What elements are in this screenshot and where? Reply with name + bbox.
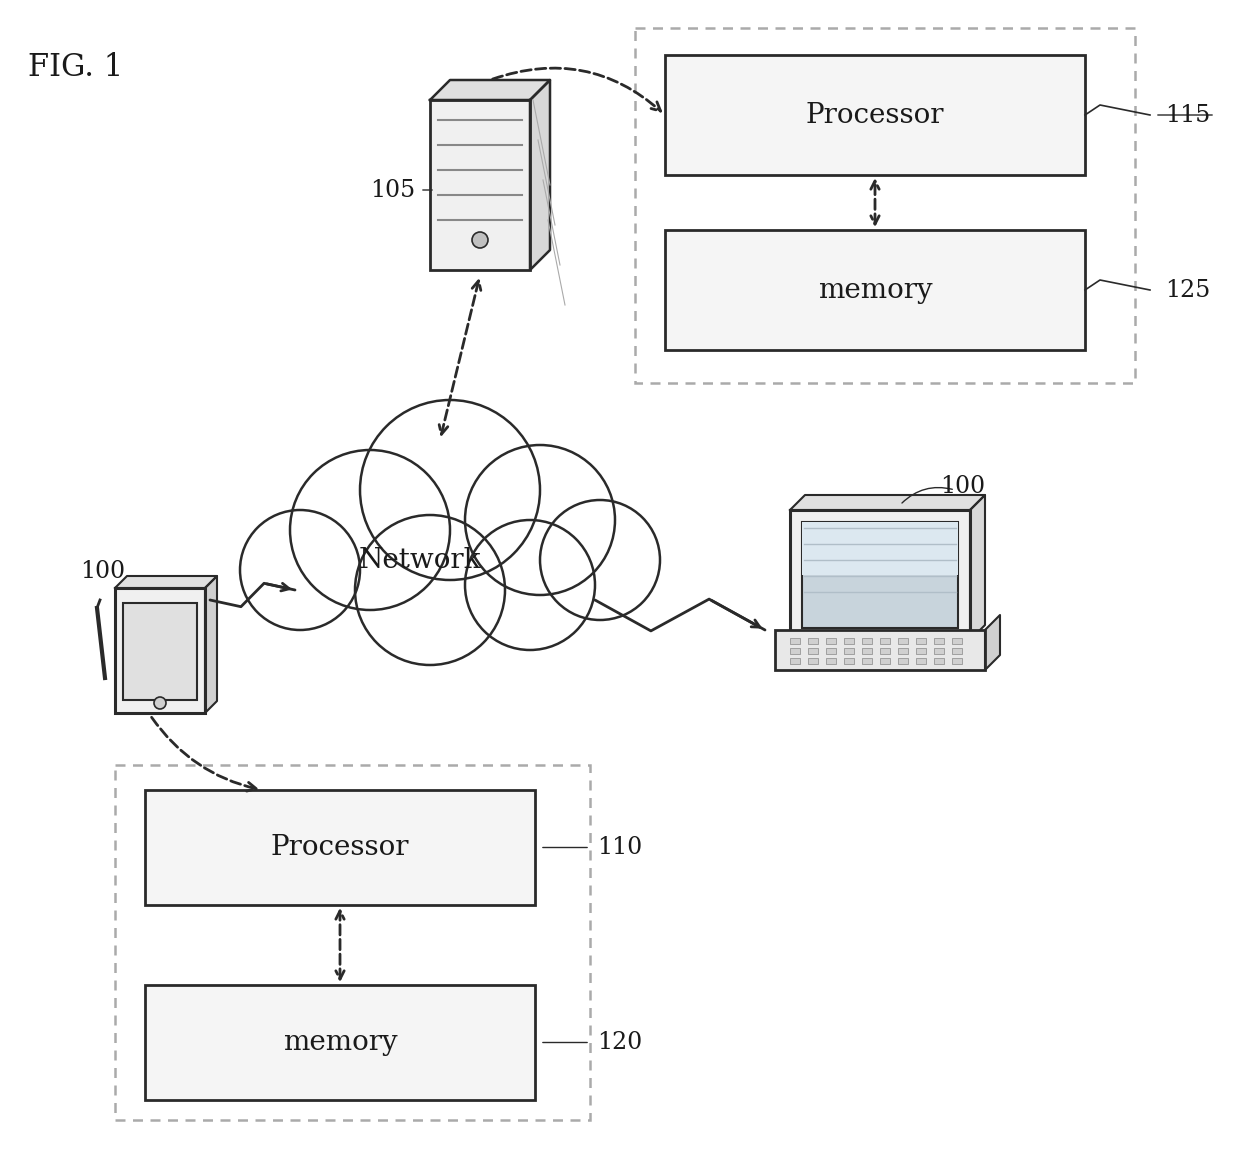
Polygon shape (970, 495, 985, 640)
FancyBboxPatch shape (808, 648, 818, 654)
FancyBboxPatch shape (430, 100, 529, 270)
FancyBboxPatch shape (145, 985, 534, 1100)
Circle shape (472, 232, 489, 248)
FancyBboxPatch shape (802, 522, 959, 628)
Text: FIG. 1: FIG. 1 (29, 52, 123, 83)
FancyBboxPatch shape (808, 637, 818, 645)
Polygon shape (115, 576, 217, 588)
FancyBboxPatch shape (916, 648, 926, 654)
FancyBboxPatch shape (898, 657, 908, 664)
Text: memory: memory (817, 277, 932, 304)
FancyBboxPatch shape (790, 510, 970, 640)
FancyBboxPatch shape (808, 657, 818, 664)
Polygon shape (205, 576, 217, 713)
FancyBboxPatch shape (880, 637, 890, 645)
FancyBboxPatch shape (145, 790, 534, 905)
Circle shape (360, 400, 539, 580)
FancyBboxPatch shape (916, 657, 926, 664)
Circle shape (290, 450, 450, 610)
FancyBboxPatch shape (952, 657, 962, 664)
Text: Processor: Processor (806, 101, 944, 128)
FancyBboxPatch shape (862, 637, 872, 645)
Circle shape (241, 510, 360, 630)
Circle shape (154, 697, 166, 709)
FancyBboxPatch shape (934, 637, 944, 645)
FancyBboxPatch shape (862, 648, 872, 654)
FancyBboxPatch shape (880, 657, 890, 664)
FancyBboxPatch shape (844, 637, 854, 645)
FancyBboxPatch shape (952, 648, 962, 654)
Text: 125: 125 (1166, 278, 1210, 302)
Circle shape (465, 445, 615, 595)
Circle shape (539, 500, 660, 620)
FancyBboxPatch shape (844, 648, 854, 654)
Polygon shape (529, 80, 551, 270)
Text: 115: 115 (1166, 103, 1210, 127)
Polygon shape (430, 80, 551, 100)
FancyBboxPatch shape (790, 648, 800, 654)
FancyBboxPatch shape (934, 657, 944, 664)
FancyBboxPatch shape (665, 230, 1085, 350)
FancyBboxPatch shape (826, 648, 836, 654)
FancyBboxPatch shape (115, 588, 205, 713)
Text: 105: 105 (370, 178, 415, 202)
Text: 100: 100 (940, 475, 985, 498)
Text: Network: Network (358, 547, 481, 574)
FancyBboxPatch shape (844, 657, 854, 664)
FancyBboxPatch shape (826, 637, 836, 645)
FancyBboxPatch shape (802, 522, 959, 575)
FancyBboxPatch shape (826, 657, 836, 664)
Text: 120: 120 (596, 1031, 642, 1054)
FancyBboxPatch shape (862, 657, 872, 664)
FancyBboxPatch shape (775, 630, 985, 670)
Text: 110: 110 (596, 836, 642, 859)
FancyBboxPatch shape (934, 648, 944, 654)
FancyBboxPatch shape (898, 648, 908, 654)
FancyBboxPatch shape (790, 657, 800, 664)
Text: memory: memory (283, 1028, 397, 1055)
FancyBboxPatch shape (123, 603, 197, 700)
Circle shape (465, 520, 595, 650)
FancyBboxPatch shape (898, 637, 908, 645)
FancyBboxPatch shape (952, 637, 962, 645)
FancyBboxPatch shape (665, 55, 1085, 175)
FancyBboxPatch shape (916, 637, 926, 645)
Text: 100: 100 (81, 560, 125, 583)
Circle shape (355, 515, 505, 664)
Polygon shape (790, 495, 985, 510)
Text: Processor: Processor (270, 834, 409, 861)
Polygon shape (985, 615, 999, 670)
FancyBboxPatch shape (790, 637, 800, 645)
FancyBboxPatch shape (880, 648, 890, 654)
